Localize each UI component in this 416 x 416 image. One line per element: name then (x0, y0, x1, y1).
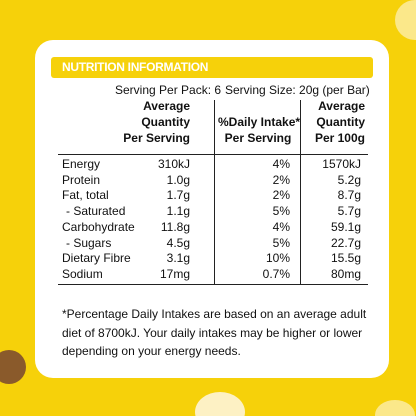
decor-circle (195, 392, 245, 416)
cell: 1570kJ (322, 157, 361, 171)
column-header: Average (318, 99, 365, 113)
cell: 2% (272, 188, 290, 203)
header-rule (58, 154, 368, 155)
cell: 80mg (330, 266, 361, 281)
row-label: - Sugars (66, 235, 112, 250)
cell: 3.1g (166, 251, 190, 266)
row-label: - Saturated (66, 204, 126, 219)
cell: 310kJ (157, 157, 190, 171)
row-label: Sodium (62, 266, 103, 281)
column-header: Quantity (316, 115, 365, 129)
column-divider (300, 100, 301, 285)
column-header: Per Serving (224, 131, 292, 145)
cell: 5% (272, 204, 290, 219)
nutrition-card (35, 40, 389, 378)
cell: 15.5g (330, 251, 361, 266)
cell: 5% (272, 235, 290, 250)
bottom-rule (58, 284, 368, 285)
footnote: *Percentage Daily Intakes are based on a… (62, 307, 367, 358)
title-bar (51, 57, 373, 78)
cell: 0.7% (262, 266, 290, 281)
cell: 8.7g (337, 188, 361, 203)
column-header: %Daily Intake* (218, 115, 301, 129)
cell: 59.1g (330, 219, 361, 234)
column-divider (214, 100, 215, 285)
column-header: Per Serving (123, 131, 190, 145)
cell: 4% (272, 219, 290, 234)
cell: 1.7g (166, 188, 190, 203)
decor-circle (395, 0, 416, 40)
cell: 10% (265, 251, 290, 266)
column-header: Quantity (141, 115, 190, 129)
row-label: Dietary Fibre (62, 251, 131, 266)
cell: 17mg (159, 266, 190, 281)
serving-size: Serving Size: 20g (per Bar) (225, 83, 370, 97)
column-header: Average (143, 99, 190, 113)
cell: 4.5g (166, 235, 190, 250)
title: NUTRITION INFORMATION (62, 60, 209, 74)
cell: 5.7g (337, 204, 361, 219)
row-label: Energy (62, 157, 101, 171)
servings-per-pack: Serving Per Pack: 6 (115, 83, 222, 97)
cell: 1.1g (166, 204, 190, 219)
row-label: Fat, total (62, 188, 109, 203)
cell: 11.8g (160, 219, 190, 234)
cell: 22.7g (330, 235, 361, 250)
row-label: Carbohydrate (62, 219, 135, 234)
cell: 1.0g (166, 172, 190, 187)
row-label: Protein (62, 172, 101, 187)
hazelnut (0, 350, 26, 384)
cell: 4% (272, 157, 290, 171)
decor-circle (375, 400, 415, 416)
column-header: Per 100g (314, 131, 365, 145)
cell: 5.2g (337, 172, 361, 187)
cell: 2% (272, 172, 290, 187)
